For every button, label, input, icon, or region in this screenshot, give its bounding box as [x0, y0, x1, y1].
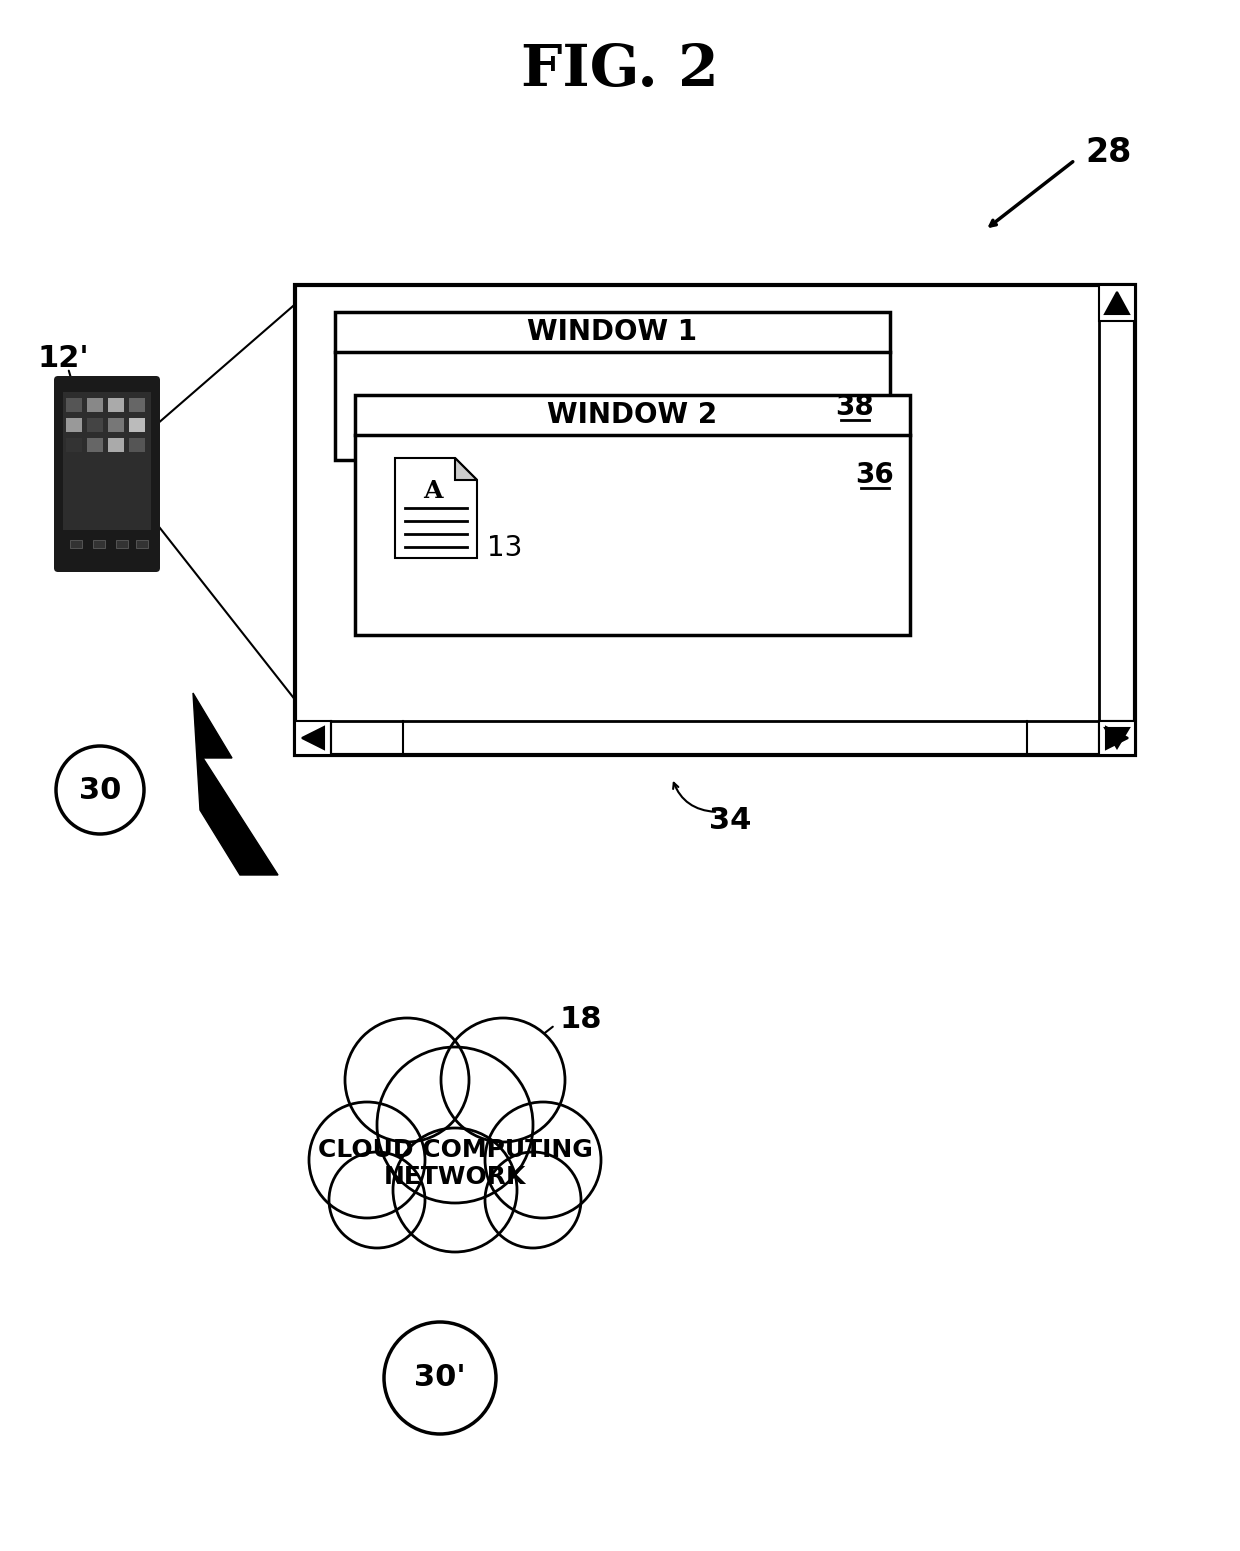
- Text: 13: 13: [487, 534, 522, 561]
- Bar: [66, 437, 82, 451]
- Bar: [129, 437, 145, 451]
- Text: CLOUD COMPUTING: CLOUD COMPUTING: [317, 1138, 593, 1162]
- Polygon shape: [193, 693, 278, 875]
- Polygon shape: [1106, 727, 1128, 749]
- Bar: [87, 419, 103, 433]
- Text: WINDOW 2: WINDOW 2: [547, 402, 718, 430]
- Bar: [295, 721, 331, 755]
- Bar: [136, 540, 148, 548]
- Text: 36: 36: [856, 461, 894, 489]
- Bar: [129, 419, 145, 433]
- Circle shape: [384, 1321, 496, 1435]
- Bar: [1099, 721, 1135, 755]
- Bar: [129, 399, 145, 413]
- Bar: [63, 392, 151, 530]
- Text: NETWORK: NETWORK: [384, 1165, 526, 1190]
- Polygon shape: [303, 727, 324, 749]
- Text: 30: 30: [79, 776, 122, 805]
- Circle shape: [485, 1152, 582, 1249]
- Circle shape: [485, 1103, 601, 1218]
- Circle shape: [393, 1128, 517, 1252]
- Circle shape: [377, 1047, 533, 1204]
- Text: FIG. 2: FIG. 2: [521, 42, 719, 98]
- FancyBboxPatch shape: [55, 375, 160, 572]
- Text: 38: 38: [836, 392, 874, 420]
- Bar: [66, 399, 82, 413]
- Bar: [335, 312, 890, 461]
- Circle shape: [441, 1017, 565, 1142]
- Bar: [93, 540, 105, 548]
- Polygon shape: [1105, 292, 1128, 313]
- Text: 28: 28: [1085, 135, 1131, 169]
- Bar: [117, 540, 128, 548]
- Bar: [355, 396, 910, 634]
- Text: 12': 12': [37, 343, 89, 372]
- Bar: [108, 419, 124, 433]
- Text: WINDOW 1: WINDOW 1: [527, 318, 697, 346]
- Bar: [69, 540, 82, 548]
- Polygon shape: [396, 458, 477, 558]
- Text: 18: 18: [560, 1005, 603, 1035]
- Bar: [295, 285, 1135, 755]
- Bar: [87, 399, 103, 413]
- Bar: [87, 437, 103, 451]
- Circle shape: [345, 1017, 469, 1142]
- Polygon shape: [455, 458, 477, 479]
- Circle shape: [329, 1152, 425, 1249]
- Bar: [108, 437, 124, 451]
- Bar: [108, 399, 124, 413]
- Bar: [1099, 721, 1135, 755]
- Text: 34: 34: [709, 805, 751, 834]
- Bar: [1099, 285, 1135, 321]
- Circle shape: [309, 1103, 425, 1218]
- Text: 30': 30': [414, 1363, 466, 1393]
- Bar: [66, 419, 82, 433]
- Text: A: A: [423, 479, 443, 503]
- Circle shape: [56, 746, 144, 834]
- Polygon shape: [1105, 727, 1128, 748]
